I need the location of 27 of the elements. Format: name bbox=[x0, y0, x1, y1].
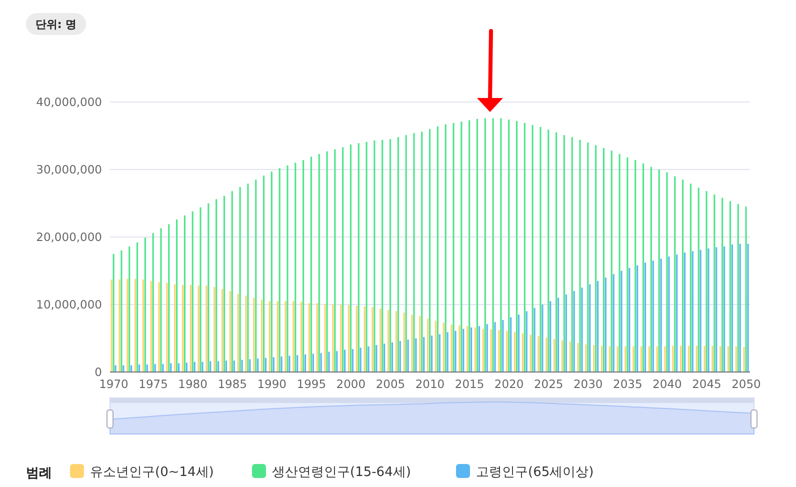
x-tick-label: 2030 bbox=[573, 377, 603, 391]
x-tick-label: 2000 bbox=[336, 377, 366, 391]
x-tick-label: 2010 bbox=[415, 377, 445, 391]
legend-title: 범례 bbox=[26, 466, 52, 481]
x-tick-label: 2015 bbox=[454, 377, 484, 391]
x-tick-label: 2020 bbox=[494, 377, 524, 391]
legend-label: 고령인구(65세이상) bbox=[476, 465, 594, 480]
chart-subtitle: 단위: 명 bbox=[35, 18, 77, 31]
legend-label: 유소년인구(0~14세) bbox=[90, 465, 214, 480]
x-tick-label: 2035 bbox=[613, 377, 642, 391]
y-tick-label: 40,000,000 bbox=[36, 95, 102, 109]
x-tick-label: 2050 bbox=[732, 377, 761, 391]
x-tick-label: 2025 bbox=[534, 377, 564, 391]
x-tick-label: 2040 bbox=[652, 377, 682, 391]
x-tick-label: 1995 bbox=[296, 377, 326, 391]
legend-label: 생산연령인구(15-64세) bbox=[272, 465, 411, 480]
y-tick-label: 0 bbox=[94, 365, 102, 379]
x-tick-label: 1975 bbox=[138, 377, 168, 391]
y-tick-label: 20,000,000 bbox=[36, 230, 102, 244]
x-tick-label: 1980 bbox=[178, 377, 208, 391]
x-tick-label: 2045 bbox=[692, 377, 722, 391]
x-tick-label: 1970 bbox=[99, 377, 128, 391]
y-tick-label: 30,000,000 bbox=[36, 162, 102, 176]
x-tick-label: 1985 bbox=[218, 377, 247, 391]
x-tick-label: 2005 bbox=[376, 377, 406, 391]
y-tick-label: 10,000,000 bbox=[36, 298, 102, 312]
x-tick-label: 1990 bbox=[257, 377, 287, 391]
